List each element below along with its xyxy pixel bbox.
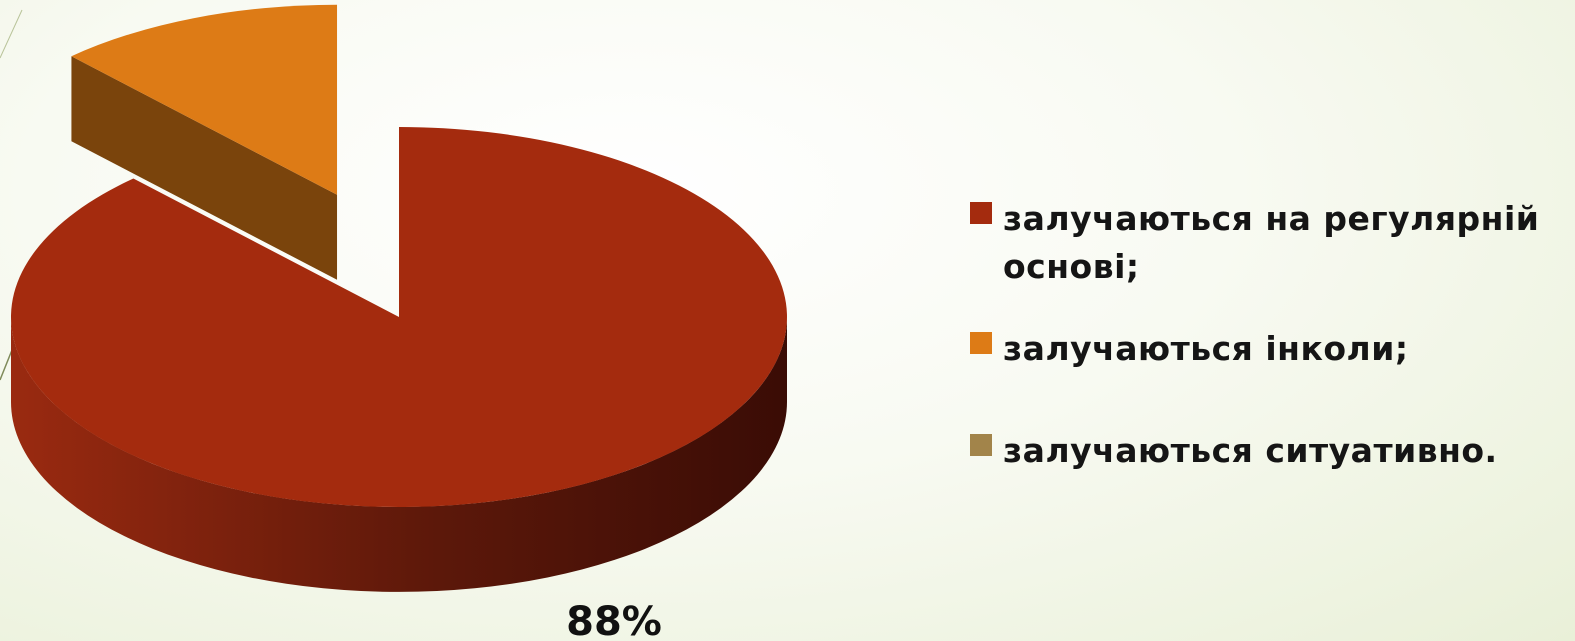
legend-label-situational: залучаються ситуативно. <box>1003 431 1498 470</box>
legend-swatch-sometimes <box>970 332 992 354</box>
legend-label-regular: залучаються на регулярній основі; <box>1003 199 1540 286</box>
legend-item-sometimes: залучаються інколи; <box>970 325 1570 373</box>
legend-item-regular: залучаються на регулярній основі; <box>970 195 1570 291</box>
pie-slice-0 <box>10 127 787 507</box>
pie-slice-1 <box>71 4 338 195</box>
pie-chart: 88%12% <box>10 4 787 641</box>
legend-swatch-regular <box>970 202 992 224</box>
data-label-0: 88% <box>566 599 662 641</box>
pie-slice-side2-1 <box>71 56 338 280</box>
legend-label-sometimes: залучаються інколи; <box>1003 329 1409 368</box>
legend-swatch-situational <box>970 434 992 456</box>
pie-slice-wall-0 <box>11 317 787 592</box>
legend-item-situational: залучаються ситуативно. <box>970 427 1570 475</box>
chart-legend: залучаються на регулярній основі; залуча… <box>970 195 1570 475</box>
